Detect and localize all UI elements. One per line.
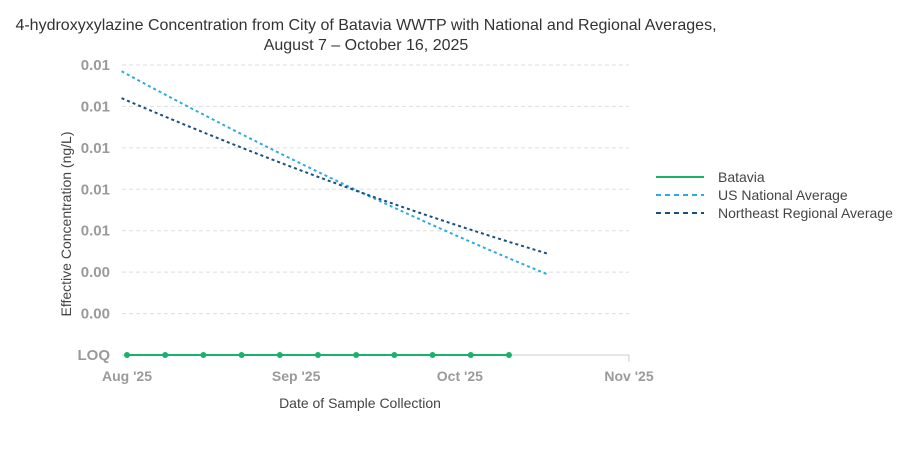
legend: Batavia US National Average Northeast Regi… [656, 169, 893, 221]
legend-label: Batavia [718, 169, 765, 185]
data-point [505, 352, 512, 358]
y-axis-title: Effective Concentration (ng/L) [58, 132, 74, 317]
y-tick-label: 0.01 [81, 181, 110, 198]
data-point [391, 352, 398, 358]
data-point [238, 352, 245, 358]
gridlines [122, 64, 629, 315]
y-tick-label: 0.01 [81, 140, 110, 157]
data-point [162, 352, 169, 358]
series [121, 70, 548, 358]
x-axis-ticks: Aug '25 Sep '25 Oct '25 Nov '25 [102, 368, 654, 384]
x-tick-label: Aug '25 [102, 368, 152, 384]
data-point [124, 352, 130, 358]
chart-subtitle: August 7 – October 16, 2025 [264, 37, 469, 54]
x-tick-label: Nov '25 [604, 368, 653, 384]
series-line [121, 70, 548, 276]
y-tick-label: 0.00 [81, 306, 110, 323]
x-tick-label: Sep '25 [272, 368, 321, 384]
x-tick-label: Oct '25 [437, 368, 483, 384]
data-point [467, 352, 474, 358]
y-tick-label: 0.01 [81, 223, 110, 240]
data-point [276, 352, 283, 358]
y-axis-ticks: LOQ 0.00 0.00 0.01 0.01 0.01 0.01 0.01 [78, 57, 111, 364]
data-point [200, 352, 207, 358]
y-tick-label: 0.01 [81, 57, 110, 74]
x-axis-title: Date of Sample Collection [279, 395, 441, 411]
series-line [121, 97, 548, 255]
y-tick-label: LOQ [78, 347, 111, 364]
legend-label: US National Average [718, 187, 848, 203]
chart-title: 4-hydroxyxylazine Concentration from Cit… [15, 17, 716, 34]
data-point [353, 352, 360, 358]
data-point [429, 352, 436, 358]
y-tick-label: 0.01 [81, 98, 110, 115]
legend-label: Northeast Regional Average [718, 205, 893, 221]
y-tick-label: 0.00 [81, 264, 110, 281]
data-point [314, 352, 321, 358]
